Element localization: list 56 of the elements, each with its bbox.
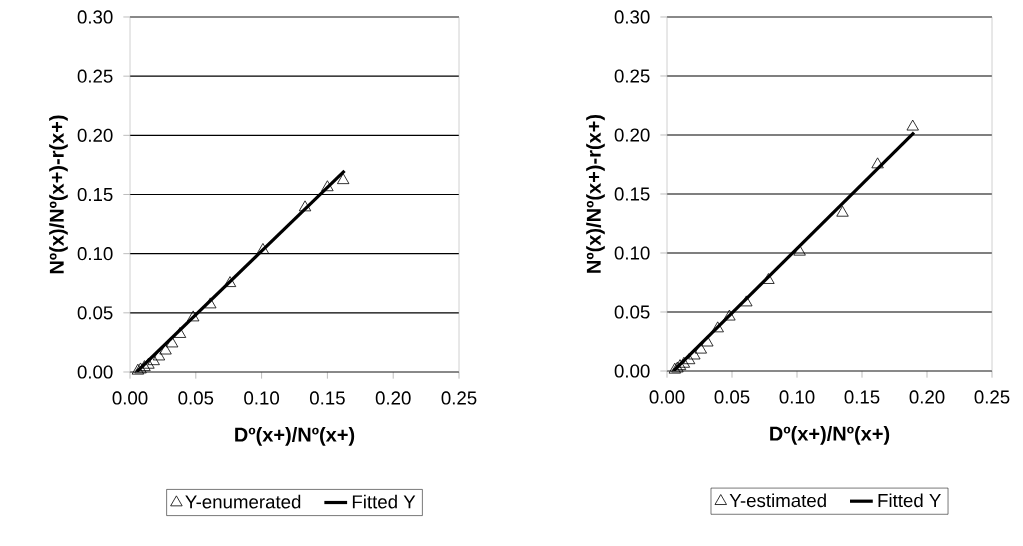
y-tick-label: 0.05 bbox=[77, 306, 113, 320]
point bbox=[906, 119, 919, 131]
y-tick-label: 0.15 bbox=[614, 187, 650, 201]
point bbox=[165, 336, 179, 348]
x-tick-label: 0.05 bbox=[178, 391, 214, 405]
y-tick-label: 0.15 bbox=[77, 187, 113, 202]
y-tick-label: 0.30 bbox=[614, 10, 650, 24]
y-tick-label: 0.00 bbox=[614, 364, 650, 378]
point bbox=[223, 276, 237, 287]
x-tick-label: 0.15 bbox=[309, 391, 345, 405]
x-tick-label: 0.10 bbox=[244, 391, 280, 405]
y-tick-label: 0.25 bbox=[77, 69, 113, 83]
y-tick-label: 0.10 bbox=[77, 247, 113, 261]
legend-label: Y-estimated bbox=[729, 493, 826, 508]
x-tick-label: 0.00 bbox=[649, 390, 685, 404]
x-tick-label: 0.00 bbox=[112, 391, 148, 405]
x-axis-title: Dº(x+)/Nº(x+) bbox=[770, 426, 890, 445]
point bbox=[871, 157, 884, 169]
point bbox=[152, 349, 166, 361]
point bbox=[173, 327, 187, 338]
point bbox=[677, 356, 691, 368]
point bbox=[723, 309, 736, 321]
legend-label: Fitted Y bbox=[878, 493, 941, 508]
x-tick-label: 0.05 bbox=[714, 390, 750, 404]
y-tick-label: 0.20 bbox=[77, 128, 113, 142]
y-tick-label: 0.20 bbox=[614, 128, 650, 142]
y-tick-label: 0.30 bbox=[77, 10, 113, 24]
y-tick-label: 0.00 bbox=[77, 365, 113, 379]
point bbox=[256, 243, 270, 254]
point bbox=[762, 273, 775, 284]
point bbox=[711, 321, 724, 333]
x-tick-label: 0.20 bbox=[375, 391, 411, 405]
point bbox=[337, 173, 350, 185]
point bbox=[682, 353, 696, 365]
x-tick-label: 0.15 bbox=[844, 390, 880, 404]
x-tick-label: 0.25 bbox=[441, 391, 477, 405]
legend-label: Fitted Y bbox=[352, 494, 416, 509]
x-tick-label: 0.20 bbox=[909, 390, 945, 404]
point bbox=[321, 180, 334, 192]
legend-label: Y-enumerated bbox=[185, 494, 301, 509]
point bbox=[701, 335, 714, 347]
x-axis-title: Dº(x+)/Nº(x+) bbox=[235, 427, 355, 446]
y-axis-title: Nº(x)/Nº(x+)-r(x+) bbox=[49, 115, 68, 274]
point bbox=[204, 297, 217, 309]
point bbox=[138, 360, 151, 371]
y-tick-label: 0.25 bbox=[614, 69, 650, 83]
y-tick-label: 0.05 bbox=[614, 305, 650, 319]
x-tick-label: 0.25 bbox=[974, 390, 1010, 404]
point bbox=[298, 200, 312, 212]
x-tick-label: 0.10 bbox=[779, 390, 815, 404]
y-tick-label: 0.10 bbox=[614, 246, 650, 260]
point bbox=[187, 310, 200, 322]
point bbox=[836, 205, 849, 217]
point bbox=[740, 295, 753, 307]
y-axis-title: Nº(x)/Nº(x+)-r(x+) bbox=[586, 114, 605, 273]
point bbox=[142, 357, 155, 369]
